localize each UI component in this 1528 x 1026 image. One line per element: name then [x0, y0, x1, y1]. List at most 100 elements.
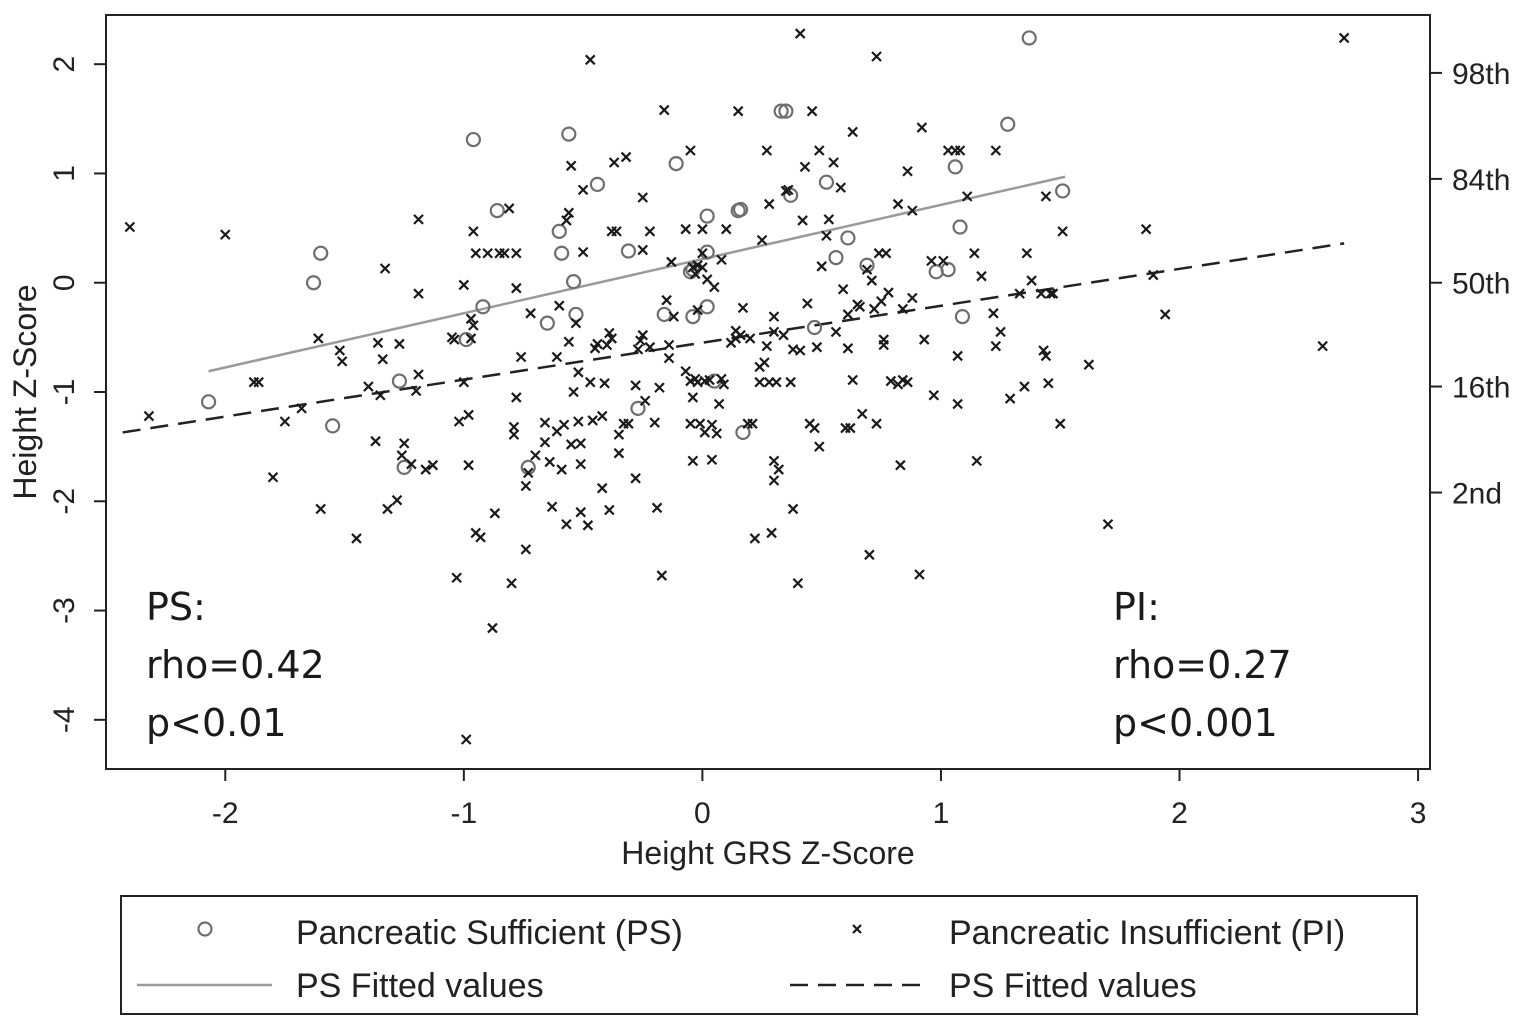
pi-point	[866, 275, 878, 286]
ps-point	[952, 219, 968, 235]
pi-point	[666, 256, 677, 268]
pi-point	[835, 182, 847, 193]
pi-point	[907, 292, 918, 304]
legend-label-ps-fit: PS Fitted values	[296, 967, 544, 1005]
pi-point	[611, 226, 622, 237]
pi-point	[575, 506, 587, 518]
ps-point	[859, 257, 875, 273]
pi-point	[556, 464, 567, 475]
y-tick-label: 1	[48, 165, 81, 182]
pi-point	[687, 455, 699, 467]
pi-point	[969, 247, 980, 259]
pi-point	[811, 341, 823, 353]
ps-point	[773, 103, 789, 119]
pi-p-value: p<0.001	[1113, 701, 1278, 745]
pi-point	[828, 157, 839, 168]
pi-point	[499, 247, 510, 259]
right-tick-label: 84th	[1452, 164, 1510, 197]
pi-point	[613, 429, 625, 440]
pi-point	[692, 304, 703, 316]
ps-group-label: PS:	[146, 585, 206, 629]
pi-point	[952, 398, 963, 410]
pi-point	[315, 503, 326, 515]
pi-point	[954, 145, 966, 156]
pi-point	[1004, 393, 1016, 404]
pi-point	[377, 353, 389, 365]
pi-point	[768, 455, 780, 467]
pi-point	[871, 418, 882, 429]
pi-point	[460, 734, 472, 745]
pi-point	[711, 428, 722, 439]
pi-group-label: PI:	[1113, 585, 1160, 629]
pi-point	[1057, 226, 1068, 237]
pi-point	[1019, 381, 1030, 392]
pi-point	[995, 326, 1006, 338]
pi-point	[539, 436, 551, 448]
pi-point	[823, 214, 835, 225]
pi-point	[709, 281, 720, 293]
pi-point	[718, 379, 730, 390]
ps-points	[200, 30, 1071, 475]
pi-point	[658, 104, 670, 116]
pi-point	[809, 422, 820, 434]
right-tick-label: 98th	[1452, 58, 1510, 91]
pi-point	[313, 333, 324, 344]
ps-point	[620, 243, 637, 259]
pi-point	[754, 376, 765, 388]
pi-point	[902, 376, 913, 388]
right-tick-label: 50th	[1452, 268, 1510, 301]
pi-point	[398, 438, 410, 449]
legend-label-pi: Pancreatic Insufficient (PI)	[949, 914, 1345, 952]
plot-area	[105, 14, 1431, 770]
pi-point	[680, 223, 691, 235]
pi-point	[766, 527, 777, 539]
pi-point	[806, 105, 818, 117]
pi-point	[961, 191, 973, 202]
pi-point	[1040, 191, 1052, 202]
pi-point	[565, 160, 577, 172]
pi-point	[267, 471, 279, 483]
pi-point	[847, 374, 858, 386]
pi-point	[522, 467, 534, 479]
ps-point	[954, 309, 971, 325]
y-tick-label: -3	[48, 597, 81, 624]
pi-point	[644, 341, 656, 353]
pi-point	[716, 254, 727, 266]
pi-point	[406, 458, 417, 470]
pi-point	[737, 302, 749, 314]
ps-point	[630, 400, 646, 416]
pi-point	[797, 215, 808, 226]
pi-point	[413, 288, 424, 299]
pi-point	[563, 336, 575, 348]
pi-point	[928, 390, 940, 401]
legend-label-ps: Pancreatic Sufficient (PS)	[296, 914, 683, 952]
pi-point	[706, 419, 718, 431]
pi-point	[744, 333, 756, 344]
legend-label-ps-fit-dashed: PS Fitted values	[949, 967, 1197, 1005]
pi-point	[546, 501, 558, 513]
pi-point	[453, 416, 465, 427]
ps-point	[539, 315, 555, 331]
pi-point	[379, 263, 391, 274]
pi-point	[573, 367, 584, 378]
pi-point	[601, 339, 613, 351]
pi-point	[570, 317, 582, 329]
pi-point	[143, 410, 155, 422]
pi-point	[396, 450, 408, 461]
pi-point	[606, 333, 618, 344]
pi-point	[663, 352, 675, 364]
pi-point	[883, 287, 894, 298]
pi-point	[577, 246, 589, 258]
pi-point	[847, 126, 858, 138]
pi-point	[1047, 288, 1059, 299]
legend-pi-marker	[852, 924, 862, 934]
pi-point	[489, 508, 501, 519]
pi-point	[785, 376, 796, 388]
pi-point	[511, 247, 522, 259]
pi-point	[604, 327, 615, 339]
pi-point	[620, 151, 632, 163]
pi-point	[575, 438, 587, 449]
pi-point	[732, 105, 744, 117]
ps-point	[668, 156, 684, 172]
pi-point	[661, 294, 672, 306]
